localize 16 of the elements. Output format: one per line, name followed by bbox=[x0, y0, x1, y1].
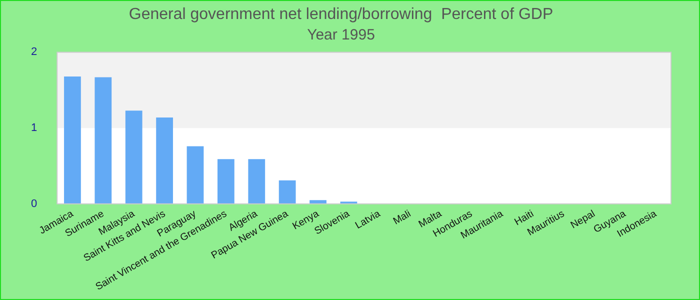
x-tick-label: Latvia bbox=[354, 208, 383, 232]
bar bbox=[156, 117, 173, 204]
chart-subtitle: Year 1995 bbox=[307, 26, 375, 44]
chart-title: General government net lending/borrowing Percent of GDP bbox=[128, 6, 554, 24]
bar bbox=[125, 110, 142, 204]
y-tick-label: 2 bbox=[30, 46, 38, 58]
bar bbox=[278, 180, 296, 204]
bar bbox=[217, 159, 234, 204]
y-tick-label: 1 bbox=[30, 122, 38, 134]
bar bbox=[64, 76, 81, 204]
bar bbox=[310, 200, 326, 204]
y-tick-label: 0 bbox=[30, 198, 38, 210]
bar bbox=[94, 77, 112, 204]
bar bbox=[186, 146, 204, 204]
bar bbox=[248, 159, 266, 204]
x-tick-label: Mali bbox=[392, 208, 413, 228]
